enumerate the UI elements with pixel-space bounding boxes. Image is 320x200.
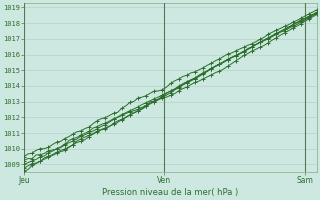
X-axis label: Pression niveau de la mer( hPa ): Pression niveau de la mer( hPa ) — [102, 188, 239, 197]
